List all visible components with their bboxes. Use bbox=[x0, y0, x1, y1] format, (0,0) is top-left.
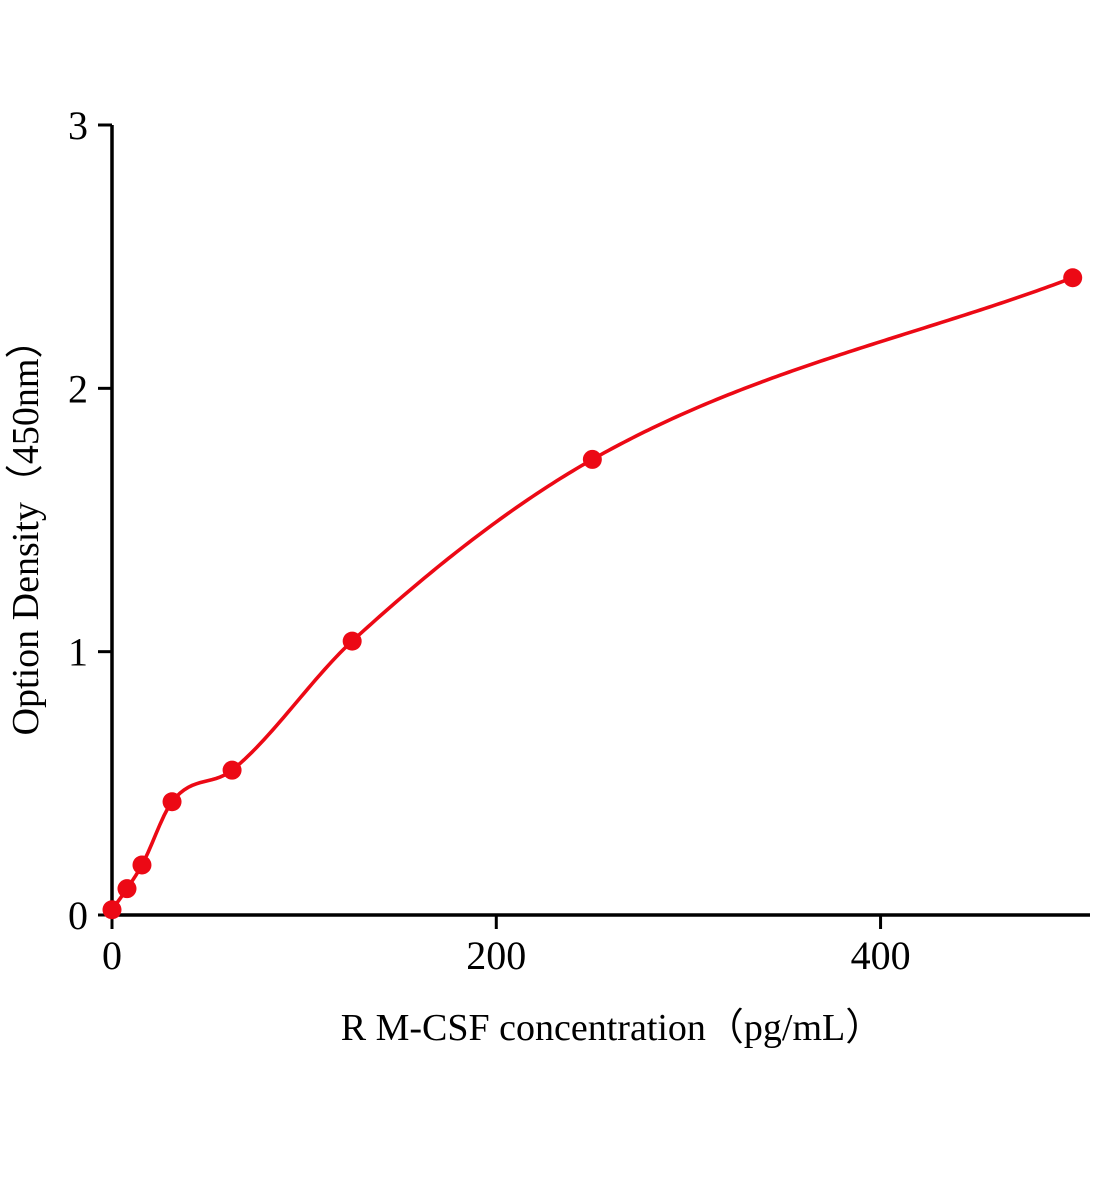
data-point bbox=[222, 760, 242, 780]
plot-area: 0 200 400 0 1 2 3 bbox=[68, 103, 1090, 978]
x-tick-label: 200 bbox=[466, 933, 526, 978]
y-tick-label: 2 bbox=[68, 366, 88, 411]
y-axis-title: Option Density（450nm） bbox=[5, 321, 47, 736]
y-tick-label: 3 bbox=[68, 103, 88, 148]
data-point bbox=[132, 855, 152, 875]
x-axis-title: R M-CSF concentration（pg/mL） bbox=[341, 1007, 884, 1049]
data-point bbox=[102, 900, 122, 920]
y-tick-label: 1 bbox=[68, 630, 88, 675]
data-point bbox=[1063, 268, 1083, 288]
x-tick-label: 0 bbox=[102, 933, 122, 978]
data-point bbox=[582, 449, 602, 469]
data-point bbox=[162, 792, 182, 812]
y-tick-label: 0 bbox=[68, 893, 88, 938]
data-point bbox=[342, 631, 362, 651]
data-point bbox=[117, 879, 137, 899]
x-tick-label: 400 bbox=[851, 933, 911, 978]
fit-curve bbox=[110, 275, 1075, 912]
